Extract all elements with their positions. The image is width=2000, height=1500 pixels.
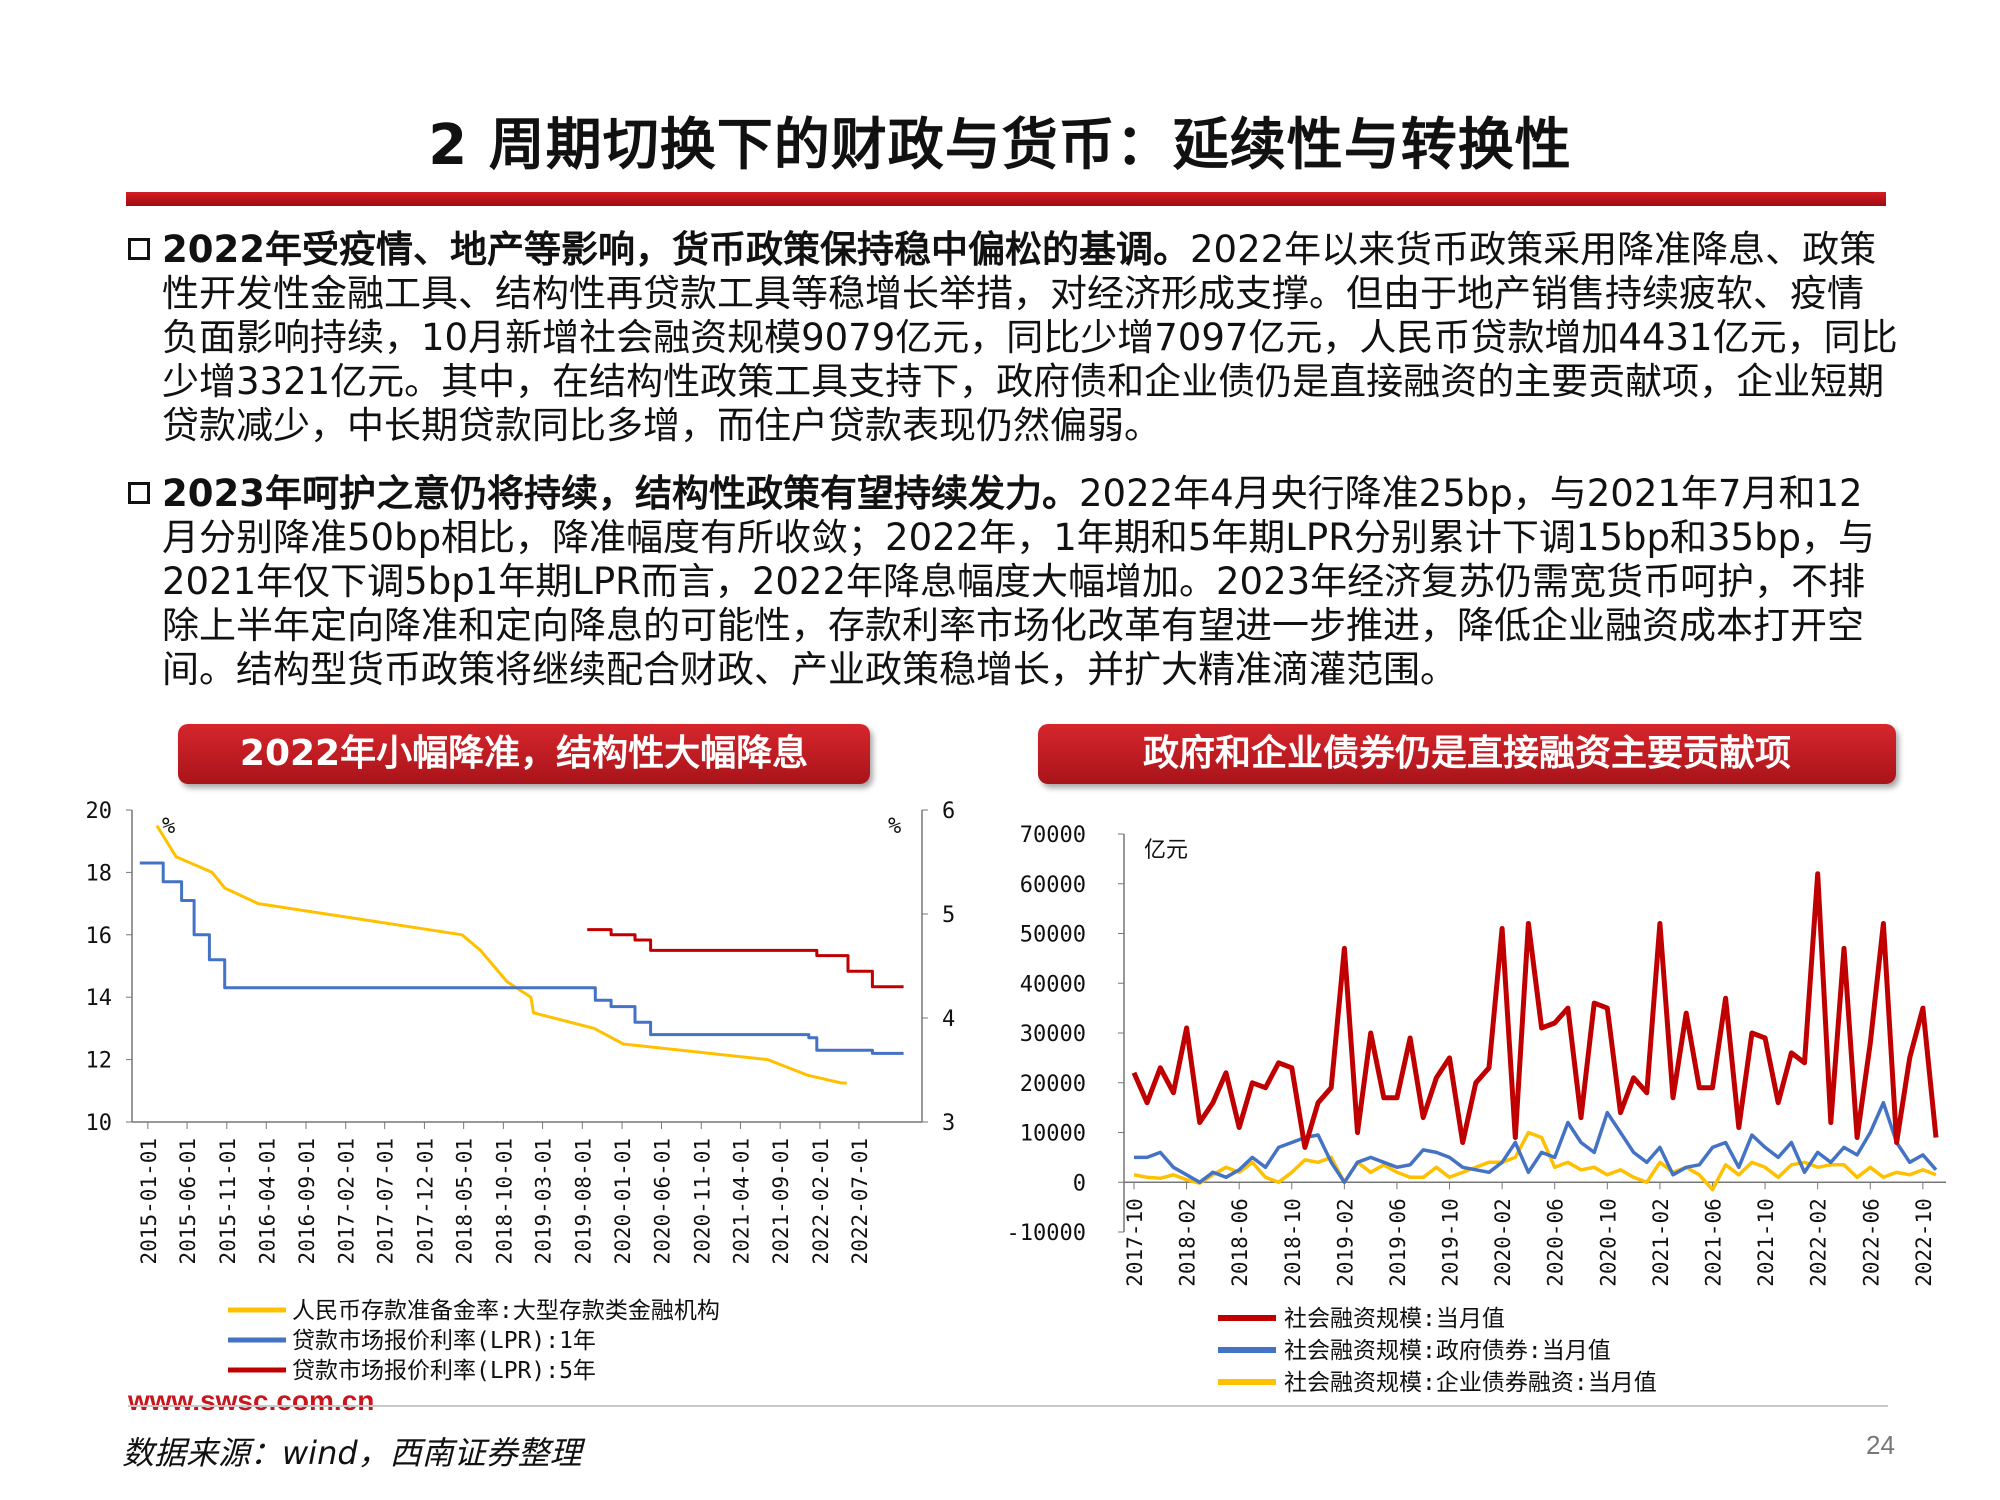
legend-label-1: 人民币存款准备金率:大型存款类金融机构 (292, 1298, 720, 1324)
x-tick-label: 2018-10-01 (492, 1138, 516, 1264)
x-tick-label: 2021-09-01 (769, 1138, 793, 1264)
series-line-1 (155, 824, 847, 1085)
chart2-x-tick-label: 2019-10 (1439, 1198, 1463, 1287)
x-tick-label: 2017-07-01 (374, 1138, 398, 1264)
right-chart-title: 政府和企业债券仍是直接融资主要贡献项 (1038, 724, 1896, 784)
x-tick-label: 2022-02-01 (809, 1138, 833, 1264)
paragraph-2-body: 2022年4月央行降准25bp，与2021年7月和12月分别降准50bp相比，降… (162, 472, 1876, 691)
x-tick-label: 2019-08-01 (571, 1138, 595, 1264)
chart2-legend-label-2: 社会融资规模:政府债券:当月值 (1284, 1338, 1611, 1364)
paragraph-1-body: 2022年以来货币政策采用降准降息、政策性开发性金融工具、结构性再贷款工具等稳增… (162, 228, 1898, 447)
chart2-y-tick-label: 50000 (1020, 923, 1086, 948)
chart2-x-tick-label: 2018-10 (1281, 1198, 1305, 1287)
chart2-legend-label-1: 社会融资规模:当月值 (1284, 1306, 1505, 1332)
x-tick-label: 2020-01-01 (611, 1138, 635, 1264)
chart2-series-line-1 (1131, 871, 1939, 1150)
left-y-tick-label: 14 (86, 986, 113, 1011)
series-line-3 (587, 928, 904, 989)
chart2-y-tick-label: -10000 (1007, 1221, 1086, 1246)
paragraph-1-lead: 2022年受疫情、地产等影响，货币政策保持稳中偏松的基调。 (162, 228, 1190, 271)
legend-label-3: 贷款市场报价利率(LPR):5年 (292, 1358, 596, 1384)
left-y-tick-label: 18 (86, 861, 113, 886)
right-y-tick-label: 6 (942, 799, 955, 824)
chart2-x-tick-label: 2021-10 (1754, 1198, 1778, 1287)
chart2-x-tick-label: 2020-06 (1544, 1198, 1568, 1287)
page-number: 24 (1866, 1430, 1895, 1460)
x-tick-label: 2015-11-01 (216, 1138, 240, 1264)
left-y-tick-label: 10 (86, 1111, 113, 1136)
chart2-x-tick-label: 2020-02 (1491, 1198, 1515, 1287)
x-tick-label: 2016-09-01 (295, 1138, 319, 1264)
left-chart-title: 2022年小幅降准，结构性大幅降息 (178, 724, 870, 784)
data-source: 数据来源：wind，西南证券整理 (122, 1434, 582, 1472)
chart2-y-tick-label: 0 (1073, 1171, 1086, 1196)
x-tick-label: 2017-12-01 (413, 1138, 437, 1264)
chart2-y-tick-label: 40000 (1020, 972, 1086, 997)
x-tick-label: 2016-04-01 (255, 1138, 279, 1264)
x-tick-label: 2022-07-01 (848, 1138, 872, 1264)
paragraph-2: 2023年呵护之意仍将持续，结构性政策有望持续发力。2022年4月央行降准25b… (128, 472, 1898, 692)
chart2-x-tick-label: 2022-06 (1859, 1198, 1883, 1287)
chart2-series-line-3 (1133, 1130, 1937, 1192)
x-tick-label: 2020-11-01 (690, 1138, 714, 1264)
left-y-tick-label: 16 (86, 924, 113, 949)
x-tick-label: 2020-06-01 (651, 1138, 675, 1264)
x-tick-label: 2019-03-01 (532, 1138, 556, 1264)
footer-divider (128, 1405, 1888, 1407)
chart2-unit: 亿元 (1144, 838, 1188, 863)
x-tick-label: 2015-01-01 (137, 1138, 161, 1264)
chart2-x-tick-label: 2020-10 (1596, 1198, 1620, 1287)
chart2-legend-label-3: 社会融资规模:企业债券融资:当月值 (1284, 1370, 1657, 1396)
website-url: www.swsc.com.cn (128, 1385, 375, 1416)
x-tick-label: 2015-06-01 (176, 1138, 200, 1264)
title-underline (126, 192, 1886, 206)
chart2-x-tick-label: 2019-06 (1386, 1198, 1410, 1287)
right-axis-unit: % (888, 814, 901, 839)
checkbox-bullet-icon (128, 238, 150, 260)
chart2-y-tick-label: 20000 (1020, 1072, 1086, 1097)
chart2-y-tick-label: 30000 (1020, 1022, 1086, 1047)
chart2-y-tick-label: 70000 (1020, 823, 1086, 848)
right-y-tick-label: 5 (942, 903, 955, 928)
right-y-tick-label: 3 (942, 1111, 955, 1136)
right-y-tick-label: 4 (942, 1007, 955, 1032)
chart2-y-tick-label: 60000 (1020, 873, 1086, 898)
left-y-tick-label: 12 (86, 1049, 113, 1074)
page-title: 2 周期切换下的财政与货币：延续性与转换性 (428, 113, 1572, 178)
chart2-series-line-2 (1134, 1100, 1938, 1185)
x-tick-label: 2017-02-01 (335, 1138, 359, 1264)
legend-label-2: 贷款市场报价利率(LPR):1年 (292, 1328, 596, 1354)
chart2-x-tick-label: 2018-02 (1176, 1198, 1200, 1287)
chart2-y-tick-label: 10000 (1020, 1122, 1086, 1147)
paragraph-2-lead: 2023年呵护之意仍将持续，结构性政策有望持续发力。 (162, 472, 1079, 515)
x-tick-label: 2018-05-01 (453, 1138, 477, 1264)
left-axis-unit: % (162, 814, 175, 839)
chart2-x-tick-label: 2021-02 (1649, 1198, 1673, 1287)
chart2-x-tick-label: 2018-06 (1228, 1198, 1252, 1287)
chart2-x-tick-label: 2017-10 (1123, 1198, 1147, 1287)
chart2-x-tick-label: 2022-02 (1807, 1198, 1831, 1287)
x-tick-label: 2021-04-01 (729, 1138, 753, 1264)
paragraph-1: 2022年受疫情、地产等影响，货币政策保持稳中偏松的基调。2022年以来货币政策… (128, 228, 1898, 448)
left-y-tick-label: 20 (86, 799, 113, 824)
checkbox-bullet-icon (128, 482, 150, 504)
chart2-x-tick-label: 2021-06 (1701, 1198, 1725, 1287)
chart2-x-tick-label: 2022-10 (1912, 1198, 1936, 1287)
chart2-x-tick-label: 2019-02 (1333, 1198, 1357, 1287)
series-line-2 (139, 861, 904, 1055)
